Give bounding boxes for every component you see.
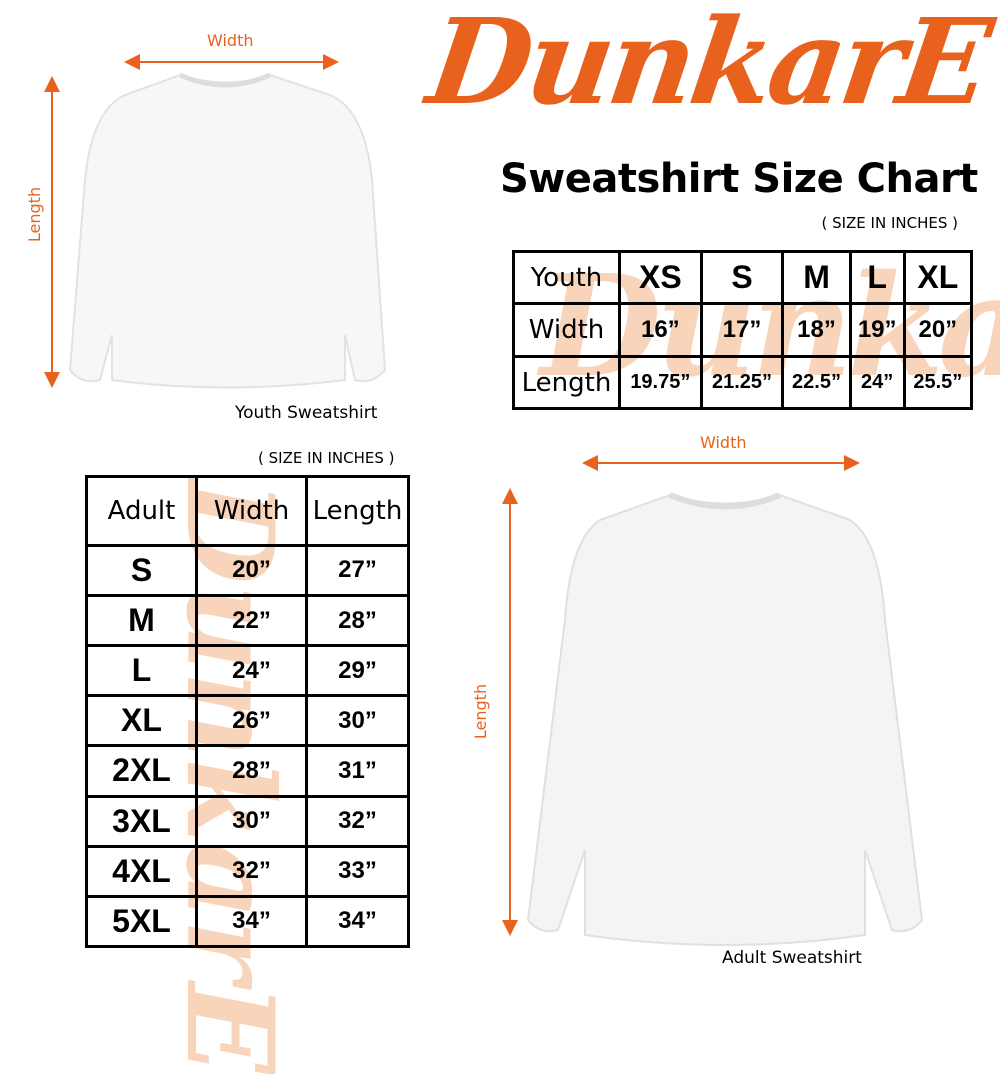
table-cell: 32” xyxy=(305,794,410,848)
table-row: Youth XS S M L XL xyxy=(512,250,974,305)
youth-size-table: Youth XS S M L XL Width 16” 17” 18” 19” … xyxy=(512,250,974,410)
table-cell: 19.75” xyxy=(618,355,703,410)
table-cell: 28” xyxy=(305,594,410,648)
adult-unit-note: ( SIZE IN INCHES ) xyxy=(258,449,395,467)
adult-sweatshirt-shape xyxy=(526,493,924,946)
youth-length-label: Length xyxy=(25,186,45,243)
table-cell: 16” xyxy=(618,302,703,358)
row-label: Length xyxy=(512,355,621,410)
header-cell: Adult xyxy=(85,475,198,547)
brand-logo: DunkarE xyxy=(420,0,997,131)
row-label: S xyxy=(85,543,198,598)
table-row: 5XL 34” 34” xyxy=(85,894,410,949)
row-label: 2XL xyxy=(85,744,198,798)
adult-caption: Adult Sweatshirt xyxy=(722,948,862,968)
table-row: XL 26” 30” xyxy=(85,694,410,748)
table-cell: 19” xyxy=(848,302,906,358)
table-cell: 31” xyxy=(305,744,410,798)
table-row: Width 16” 17” 18” 19” 20” xyxy=(512,302,974,358)
table-cell: 28” xyxy=(195,744,308,798)
header-cell: XS xyxy=(618,250,703,305)
row-label: 4XL xyxy=(85,844,198,898)
row-label: L xyxy=(85,644,198,698)
adult-sweatshirt-illustration xyxy=(502,455,924,946)
row-label: XL xyxy=(85,694,198,748)
header-cell: XL xyxy=(902,250,974,305)
table-cell: 17” xyxy=(699,302,785,358)
table-cell: 33” xyxy=(305,844,410,898)
table-row: L 24” 29” xyxy=(85,644,410,698)
header-cell: Youth xyxy=(512,250,621,305)
table-row: Length 19.75” 21.25” 22.5” 24” 25.5” xyxy=(512,355,974,410)
page-title: Sweatshirt Size Chart xyxy=(500,156,978,202)
table-cell: 30” xyxy=(305,694,410,748)
table-cell: 27” xyxy=(305,543,410,598)
adult-width-label: Width xyxy=(700,433,747,452)
table-row: Adult Width Length xyxy=(85,475,410,547)
table-cell: 21.25” xyxy=(699,355,785,410)
table-cell: 24” xyxy=(195,644,308,698)
youth-sweatshirt-shape xyxy=(68,73,387,389)
row-label: 5XL xyxy=(85,894,198,949)
table-cell: 18” xyxy=(781,302,852,358)
youth-width-label: Width xyxy=(207,31,254,50)
youth-sweatshirt-illustration xyxy=(44,54,387,389)
table-row: 4XL 32” 33” xyxy=(85,844,410,898)
table-cell: 25.5” xyxy=(902,355,974,410)
table-cell: 32” xyxy=(195,844,308,898)
youth-caption: Youth Sweatshirt xyxy=(235,403,378,423)
table-row: S 20” 27” xyxy=(85,543,410,598)
header-cell: L xyxy=(848,250,906,305)
row-label: M xyxy=(85,594,198,648)
table-cell: 20” xyxy=(195,543,308,598)
youth-unit-note: ( SIZE IN INCHES ) xyxy=(821,214,958,232)
table-cell: 22” xyxy=(195,594,308,648)
table-cell: 34” xyxy=(305,894,410,949)
header-cell: M xyxy=(781,250,852,305)
table-cell: 34” xyxy=(195,894,308,949)
row-label: 3XL xyxy=(85,794,198,848)
table-cell: 24” xyxy=(848,355,906,410)
table-cell: 30” xyxy=(195,794,308,848)
header-cell: Length xyxy=(305,475,410,547)
header-cell: S xyxy=(699,250,785,305)
table-cell: 20” xyxy=(902,302,974,358)
table-cell: 26” xyxy=(195,694,308,748)
table-row: 3XL 30” 32” xyxy=(85,794,410,848)
row-label: Width xyxy=(512,302,621,358)
adult-size-table: Adult Width Length S 20” 27” M 22” 28” L 24” 29”… xyxy=(85,475,410,949)
table-cell: 29” xyxy=(305,644,410,698)
adult-length-label: Length xyxy=(471,683,491,740)
table-row: 2XL 28” 31” xyxy=(85,744,410,798)
table-row: M 22” 28” xyxy=(85,594,410,648)
header-cell: Width xyxy=(195,475,308,547)
table-cell: 22.5” xyxy=(781,355,852,410)
